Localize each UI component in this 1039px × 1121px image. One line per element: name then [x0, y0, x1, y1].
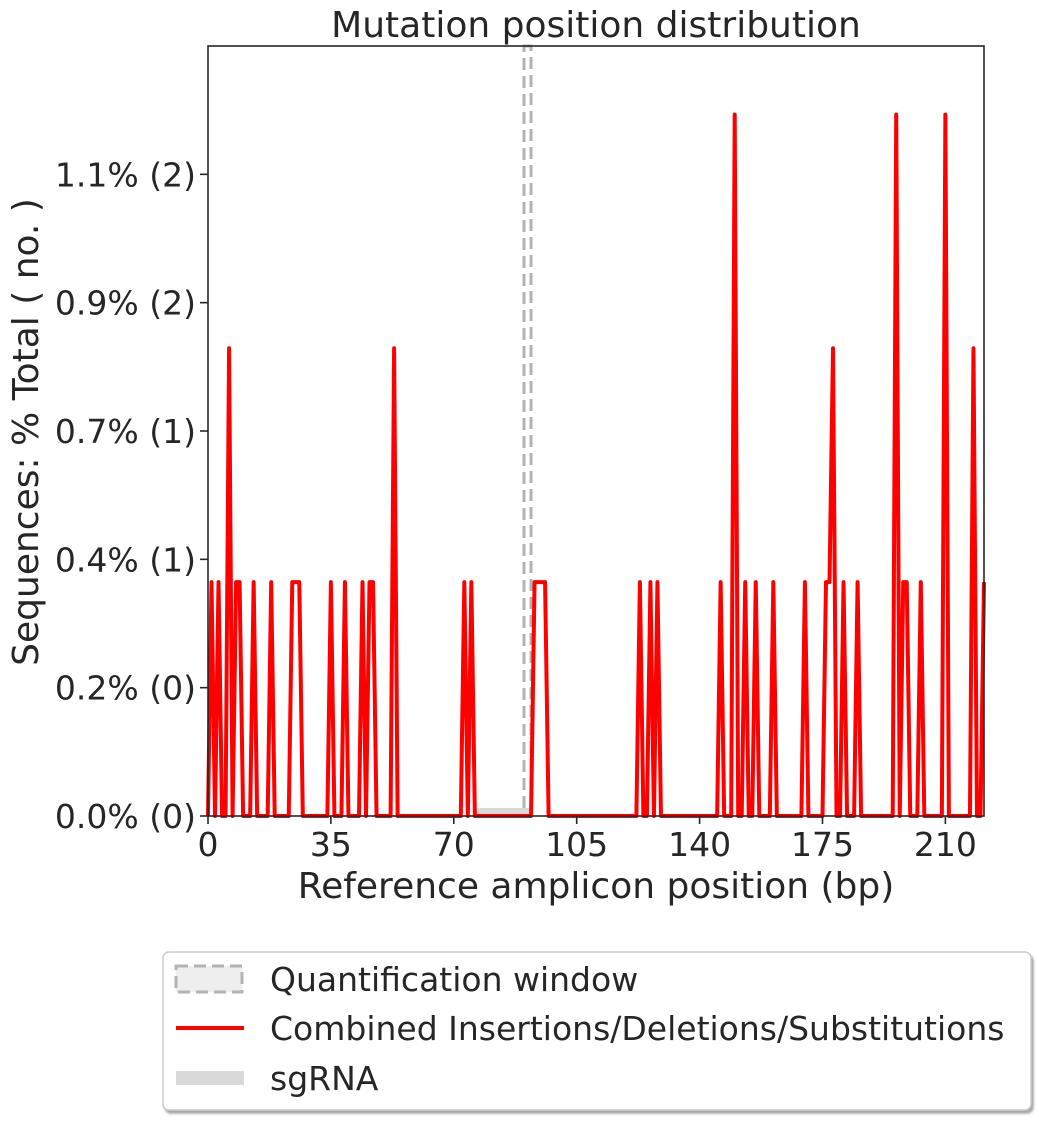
x-tick-label: 175	[791, 825, 854, 864]
series-line-0	[206, 112, 986, 818]
x-tick-label: 210	[914, 825, 977, 864]
x-axis-label: Reference amplicon position (bp)	[298, 866, 895, 907]
x-tick-label: 0	[198, 825, 219, 864]
x-tick-label: 35	[310, 825, 352, 864]
y-tick-label: 0.7% (1)	[55, 412, 196, 451]
legend-label-combined: Combined Insertions/Deletions/Substituti…	[270, 1009, 1004, 1048]
x-tick-label: 70	[433, 825, 475, 864]
y-axis-label: Sequences: % Total ( no. )	[6, 198, 47, 666]
plot-area	[206, 44, 986, 818]
y-tick-label: 0.0% (0)	[55, 797, 196, 836]
legend: Quantification window Combined Insertion…	[162, 951, 1032, 1111]
legend-swatch-sgrna	[176, 1071, 244, 1085]
x-axis: 0 35 70 105 140 175 210	[198, 816, 977, 864]
x-tick-label: 140	[668, 825, 731, 864]
legend-swatch-quantification-window	[174, 964, 244, 994]
quantification-window	[522, 44, 533, 818]
legend-label-sgrna: sgRNA	[270, 1059, 379, 1098]
plot-frame	[207, 45, 985, 817]
sgrna-bar	[474, 808, 532, 816]
y-tick-label: 1.1% (2)	[55, 155, 196, 194]
y-tick-label: 0.9% (2)	[55, 284, 196, 323]
x-tick-label: 105	[545, 825, 608, 864]
y-tick-label: 0.4% (1)	[55, 540, 196, 579]
y-axis: 0.0% (0) 0.2% (0) 0.4% (1) 0.7% (1) 0.9% (2)…	[55, 155, 208, 836]
series-layer	[206, 112, 986, 818]
legend-label-quantification-window: Quantification window	[270, 960, 638, 999]
legend-frame	[162, 951, 1032, 1111]
y-tick-label: 0.2% (0)	[55, 669, 196, 708]
chart-title: Mutation position distribution	[331, 5, 861, 46]
